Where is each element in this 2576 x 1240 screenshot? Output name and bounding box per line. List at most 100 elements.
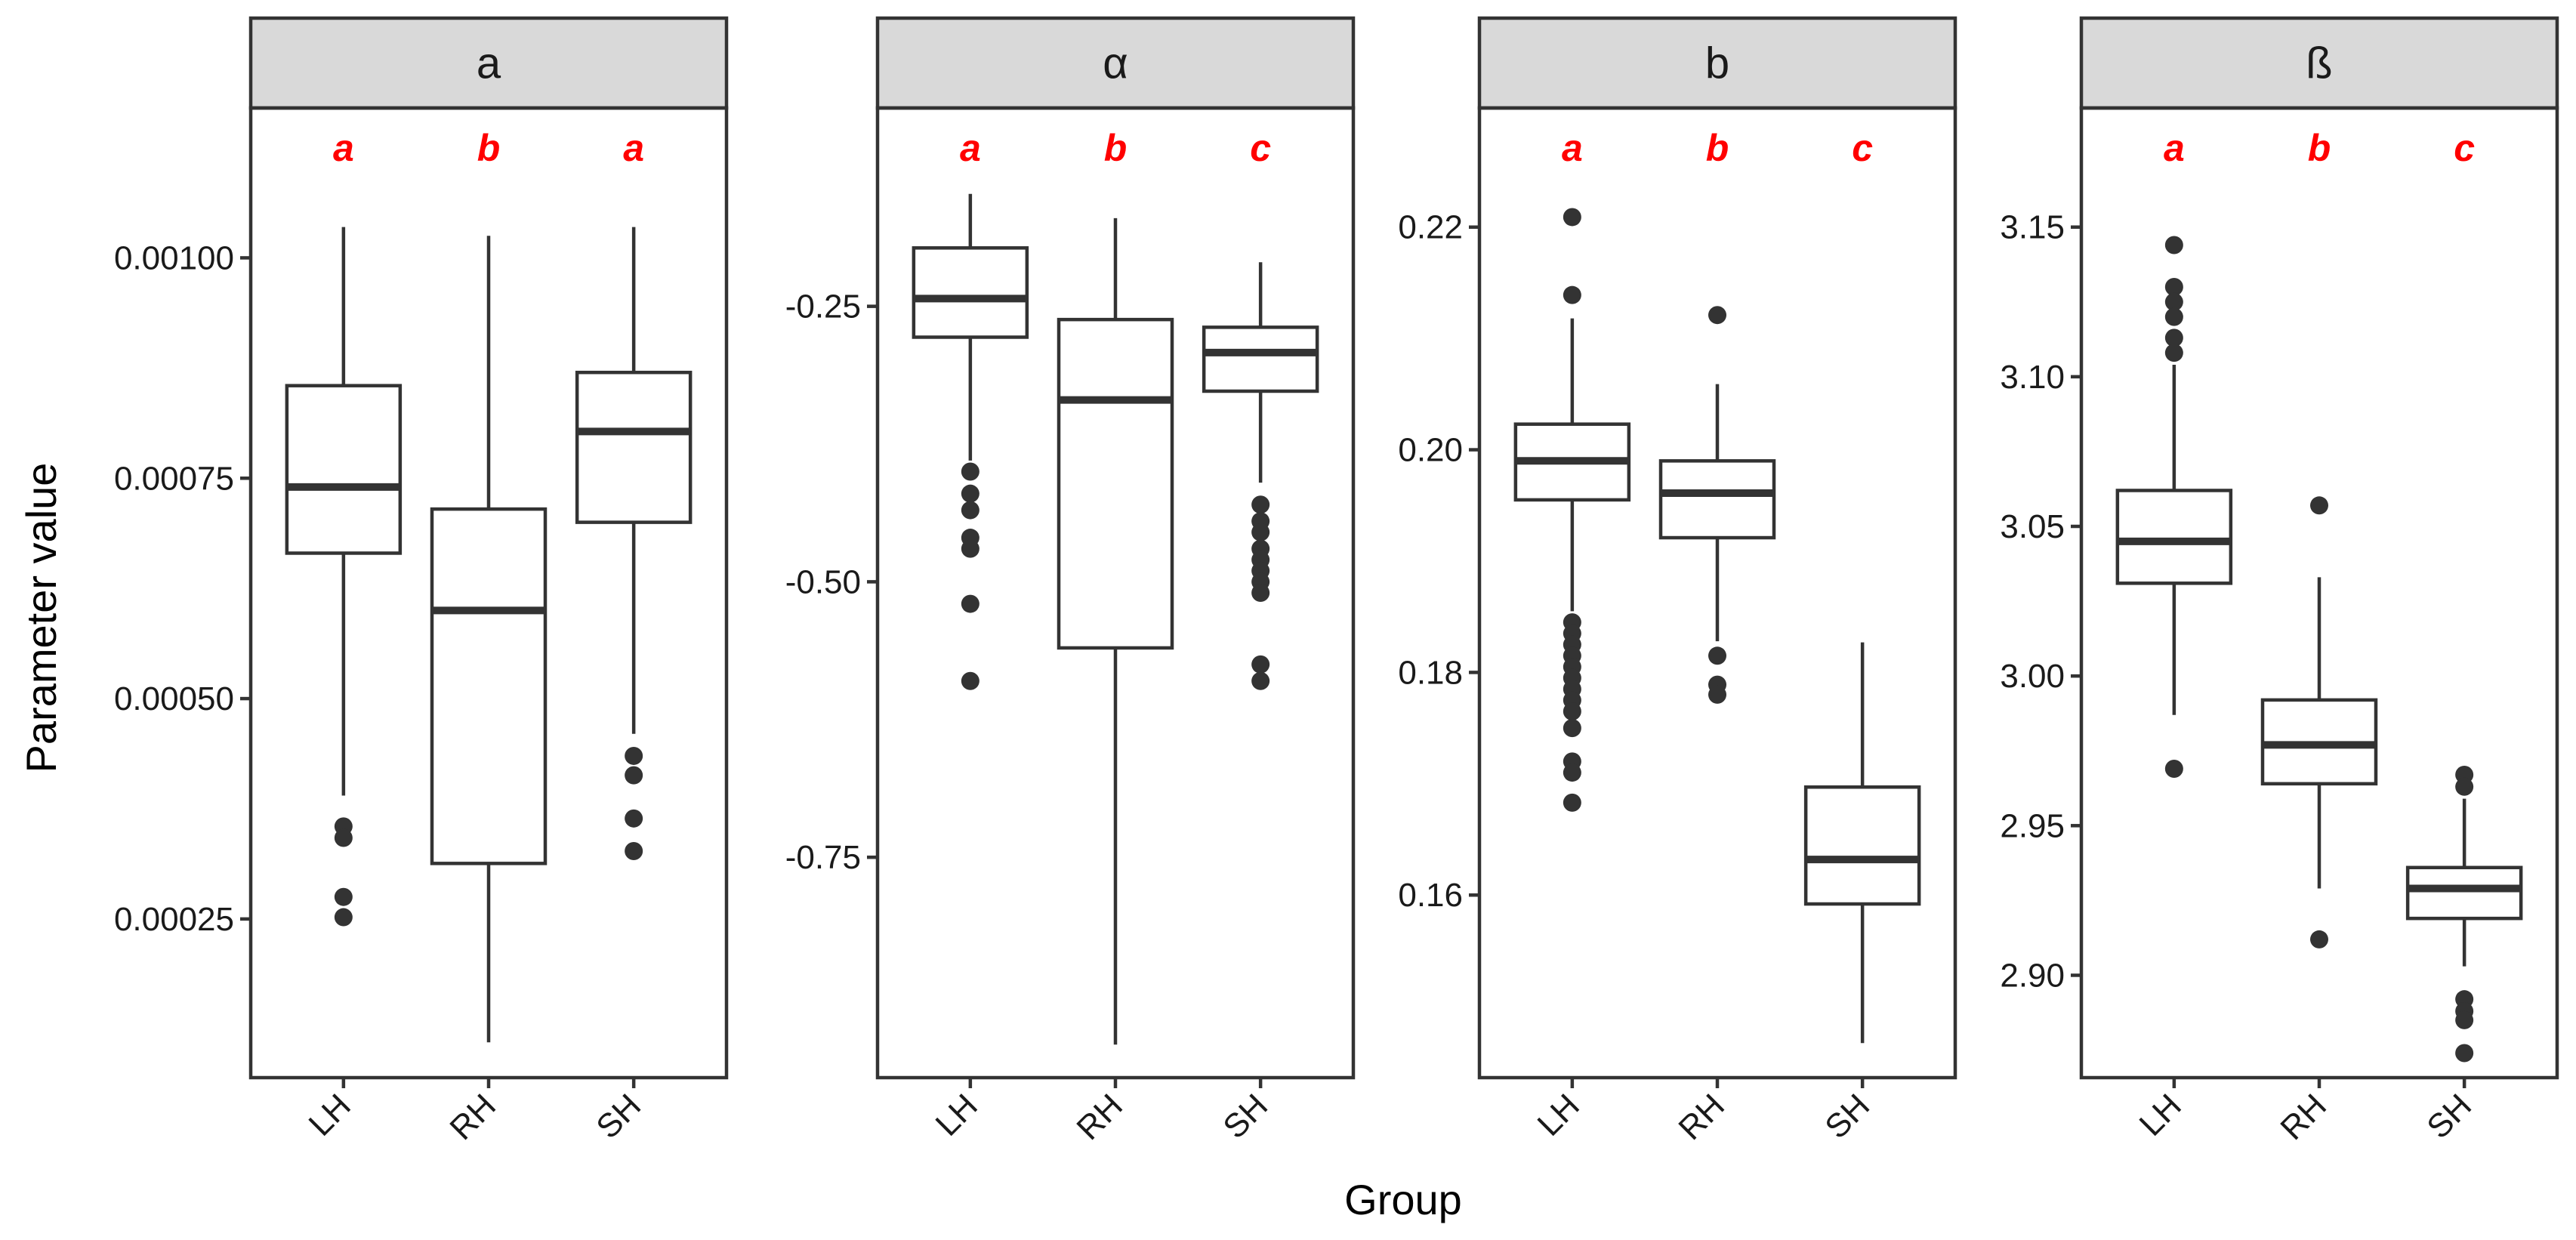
- facet-strip-label: a: [477, 39, 501, 88]
- facet-strip: [1477, 16, 1957, 110]
- x-tick-label: SH: [1818, 1087, 1877, 1146]
- x-tick-label: SH: [589, 1087, 648, 1146]
- facet-strip: [248, 16, 729, 110]
- y-tick-label: 0.00100: [114, 239, 234, 276]
- y-axis-title: Parameter value: [17, 463, 65, 773]
- facet-strip-label: b: [1705, 39, 1729, 88]
- y-tick-label: 0.18: [1398, 654, 1463, 691]
- outlier-point: [2164, 292, 2183, 311]
- outlier-point: [1251, 584, 1270, 602]
- significance-letter: b: [1104, 127, 1128, 169]
- significance-letter: a: [1562, 127, 1583, 169]
- outlier-point: [961, 462, 979, 481]
- significance-letter: b: [2308, 127, 2331, 169]
- outlier-point: [1563, 208, 1581, 227]
- y-tick-label: 3.15: [2000, 209, 2065, 246]
- outlier-point: [1563, 702, 1581, 720]
- outlier-point: [1708, 646, 1726, 665]
- significance-letter: b: [1706, 127, 1729, 169]
- box-lh: a LH: [912, 127, 1029, 1143]
- box-sh: c SH: [2405, 127, 2523, 1146]
- x-tick-label: RH: [2273, 1087, 2334, 1147]
- outlier-point: [625, 809, 643, 828]
- iqr-box: [430, 507, 548, 865]
- outlier-point: [961, 671, 979, 690]
- outlier-point: [2164, 277, 2183, 296]
- y-tick-label: 0.16: [1398, 877, 1463, 914]
- outlier-point: [1251, 671, 1270, 690]
- facet-strip: [2079, 16, 2559, 110]
- x-tick-label: LH: [2132, 1087, 2188, 1143]
- y-tick-label: -0.75: [785, 839, 861, 876]
- significance-letter: a: [333, 127, 354, 169]
- outlier-point: [1563, 285, 1581, 304]
- iqr-box: [2405, 865, 2523, 921]
- y-tick-label: 0.00075: [114, 460, 234, 497]
- y-tick-label: 0.00050: [114, 680, 234, 717]
- outlier-point: [2310, 496, 2328, 515]
- iqr-box: [1803, 785, 1921, 906]
- y-tick-label: -0.25: [785, 288, 861, 325]
- iqr-box: [285, 384, 403, 555]
- outlier-point: [334, 887, 353, 906]
- box-lh: a LH: [285, 127, 403, 1143]
- box-rh: b RH: [2260, 127, 2378, 1147]
- outlier-point: [961, 501, 979, 520]
- outlier-point: [1251, 495, 1270, 514]
- x-tick-label: LH: [1530, 1087, 1586, 1143]
- outlier-point: [625, 766, 643, 785]
- outlier-point: [1563, 793, 1581, 812]
- panel-2: α -0.75 -0.50 -0.25 a LH b RH c SH: [785, 16, 1356, 1147]
- x-tick-label: RH: [1069, 1087, 1130, 1147]
- iqr-box: [575, 370, 693, 524]
- outlier-point: [625, 842, 643, 861]
- y-tick-label: 3.00: [2000, 658, 2065, 695]
- outlier-point: [334, 828, 353, 847]
- y-tick-label: 2.95: [2000, 807, 2065, 844]
- iqr-box: [1202, 325, 1319, 393]
- outlier-point: [1251, 523, 1270, 541]
- outlier-point: [625, 746, 643, 765]
- y-tick-label: -0.50: [785, 563, 861, 600]
- y-tick-label: 3.10: [2000, 359, 2065, 396]
- box-sh: c SH: [1202, 127, 1319, 1146]
- facet-strip-label: ß: [2306, 39, 2332, 88]
- x-tick-label: RH: [1671, 1087, 1732, 1147]
- panel-4: ß 2.90 2.95 3.00 3.05 3.10 3.15 a LH b RH c SH: [2000, 16, 2559, 1147]
- x-tick-label: LH: [301, 1087, 357, 1143]
- y-tick-label: 2.90: [2000, 957, 2065, 994]
- outlier-point: [2164, 760, 2183, 779]
- significance-letter: c: [1250, 127, 1271, 169]
- iqr-box: [2115, 489, 2233, 585]
- facet-strip-label: α: [1103, 39, 1128, 88]
- outlier-point: [2164, 307, 2183, 326]
- significance-letter: c: [1852, 127, 1873, 169]
- box-sh: c SH: [1803, 127, 1921, 1146]
- outlier-point: [2164, 329, 2183, 347]
- significance-letter: a: [2164, 127, 2185, 169]
- x-tick-label: LH: [928, 1087, 984, 1143]
- outlier-point: [1563, 763, 1581, 782]
- significance-letter: c: [2454, 127, 2475, 169]
- x-tick-label: RH: [443, 1087, 503, 1147]
- iqr-box: [1057, 317, 1174, 650]
- iqr-box: [1658, 459, 1776, 540]
- outlier-point: [2164, 344, 2183, 362]
- outlier-point: [961, 484, 979, 503]
- box-rh: b RH: [1658, 127, 1776, 1147]
- outlier-point: [2455, 1010, 2474, 1029]
- outlier-point: [961, 539, 979, 558]
- significance-letter: a: [623, 127, 644, 169]
- outlier-point: [2310, 930, 2328, 949]
- iqr-box: [912, 246, 1029, 339]
- x-tick-label: SH: [1216, 1087, 1275, 1146]
- y-tick-label: 3.05: [2000, 508, 2065, 545]
- outlier-point: [2455, 1044, 2474, 1063]
- box-lh: a LH: [1513, 127, 1631, 1143]
- significance-letter: a: [960, 127, 981, 169]
- y-tick-label: 0.00025: [114, 901, 234, 938]
- panel-3: b 0.16 0.18 0.20 0.22 a LH b RH c SH: [1398, 16, 1957, 1147]
- outlier-point: [1251, 655, 1270, 674]
